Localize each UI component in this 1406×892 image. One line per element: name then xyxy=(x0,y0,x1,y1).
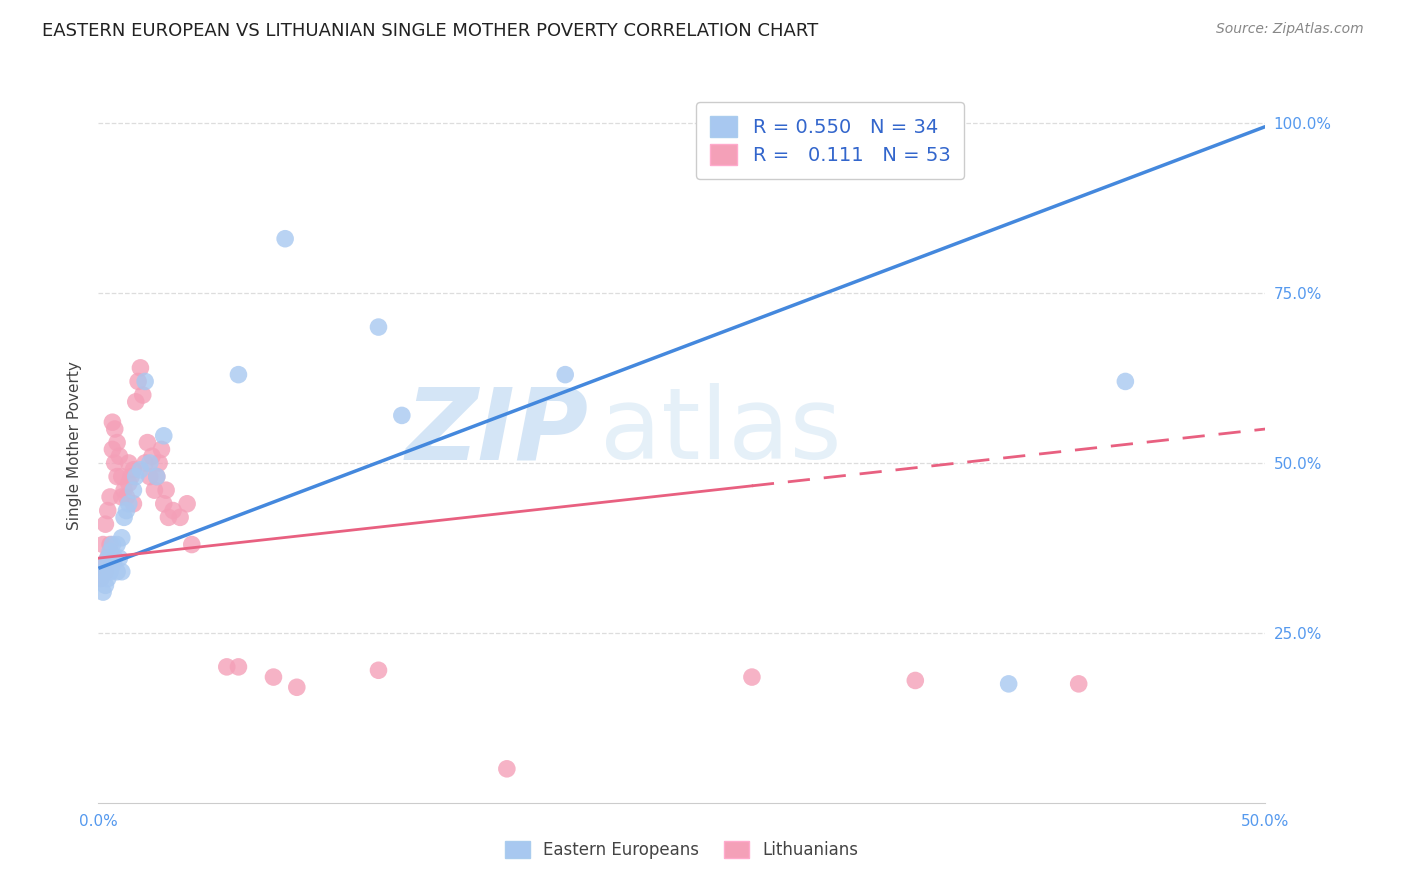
Point xyxy=(495,762,517,776)
Point xyxy=(118,476,141,491)
Point xyxy=(118,497,141,511)
Point xyxy=(91,565,114,579)
Point xyxy=(105,537,128,551)
Point xyxy=(112,510,135,524)
Point xyxy=(98,565,121,579)
Point xyxy=(118,456,141,470)
Text: EASTERN EUROPEAN VS LITHUANIAN SINGLE MOTHER POVERTY CORRELATION CHART: EASTERN EUROPEAN VS LITHUANIAN SINGLE MO… xyxy=(42,22,818,40)
Point xyxy=(152,497,174,511)
Point xyxy=(741,670,763,684)
Point xyxy=(132,388,155,402)
Point xyxy=(169,510,191,524)
Point xyxy=(143,483,166,498)
Point xyxy=(98,537,121,551)
Point xyxy=(152,429,174,443)
Point xyxy=(157,510,180,524)
Point xyxy=(262,670,284,684)
Point xyxy=(122,497,145,511)
Point xyxy=(554,368,576,382)
Point xyxy=(391,409,413,423)
Point xyxy=(97,551,120,566)
Point xyxy=(105,565,128,579)
Point xyxy=(125,469,148,483)
Point xyxy=(115,503,138,517)
Point xyxy=(98,490,121,504)
Point xyxy=(122,483,145,498)
Point xyxy=(134,456,156,470)
Point xyxy=(136,435,159,450)
Point xyxy=(97,551,120,566)
Point xyxy=(101,537,124,551)
Point xyxy=(1067,677,1090,691)
Point xyxy=(112,483,135,498)
Point xyxy=(94,517,117,532)
Text: Source: ZipAtlas.com: Source: ZipAtlas.com xyxy=(1216,22,1364,37)
Point xyxy=(228,660,250,674)
Point xyxy=(91,585,114,599)
Point xyxy=(94,565,117,579)
Point xyxy=(146,469,169,483)
Point xyxy=(108,551,131,566)
Point xyxy=(148,456,170,470)
Point xyxy=(90,572,112,586)
Point xyxy=(101,558,124,572)
Point xyxy=(111,531,134,545)
Point xyxy=(274,232,297,246)
Text: ZIP: ZIP xyxy=(405,384,589,480)
Point xyxy=(141,449,163,463)
Point xyxy=(101,442,124,457)
Point xyxy=(97,503,120,517)
Point xyxy=(122,463,145,477)
Point xyxy=(104,551,127,566)
Legend: Eastern Europeans, Lithuanians: Eastern Europeans, Lithuanians xyxy=(498,834,866,866)
Point xyxy=(997,677,1019,691)
Point xyxy=(97,572,120,586)
Point xyxy=(104,422,127,436)
Point xyxy=(176,497,198,511)
Point xyxy=(150,442,173,457)
Point xyxy=(215,660,238,674)
Point xyxy=(94,558,117,572)
Point xyxy=(367,663,389,677)
Point xyxy=(904,673,927,688)
Point xyxy=(139,469,162,483)
Point xyxy=(108,449,131,463)
Point xyxy=(129,463,152,477)
Point xyxy=(1114,375,1136,389)
Point xyxy=(285,680,308,694)
Point xyxy=(134,375,156,389)
Point xyxy=(228,368,250,382)
Point xyxy=(162,503,184,517)
Point xyxy=(180,537,202,551)
Point xyxy=(111,469,134,483)
Point xyxy=(98,544,121,558)
Point xyxy=(139,456,162,470)
Point xyxy=(129,360,152,375)
Point xyxy=(146,469,169,483)
Point xyxy=(125,394,148,409)
Point xyxy=(155,483,177,498)
Point xyxy=(104,456,127,470)
Point xyxy=(94,578,117,592)
Y-axis label: Single Mother Poverty: Single Mother Poverty xyxy=(67,361,83,531)
Point xyxy=(91,558,114,572)
Point xyxy=(111,490,134,504)
Point xyxy=(367,320,389,334)
Point xyxy=(101,415,124,429)
Point xyxy=(91,537,114,551)
Point xyxy=(105,435,128,450)
Point xyxy=(127,375,149,389)
Text: atlas: atlas xyxy=(600,384,842,480)
Point xyxy=(105,469,128,483)
Point xyxy=(111,565,134,579)
Point xyxy=(115,490,138,504)
Point xyxy=(120,469,142,483)
Point xyxy=(90,572,112,586)
